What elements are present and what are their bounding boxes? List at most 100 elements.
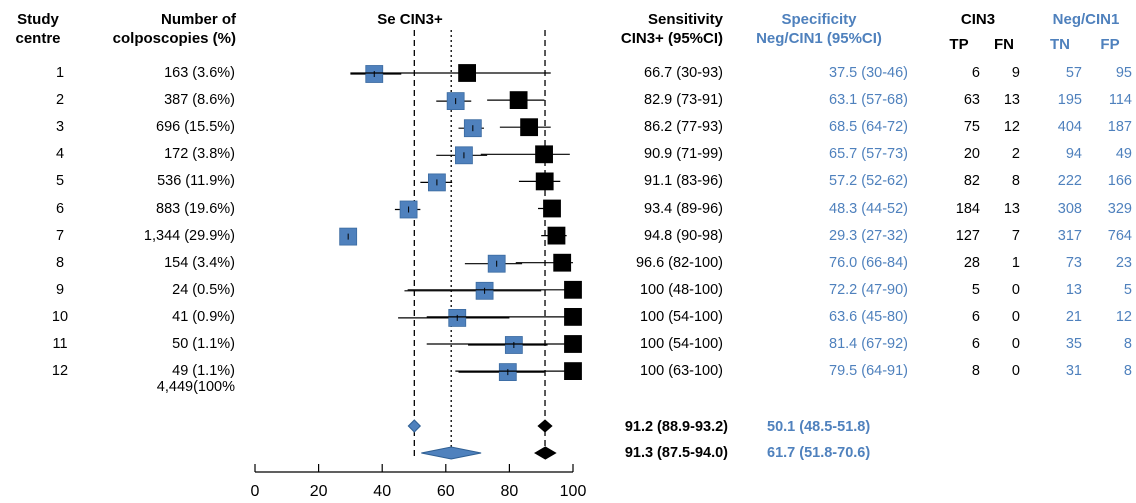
cell-colpo: 41 (0.9%) <box>172 308 235 325</box>
header-fn: FN <box>994 36 1014 53</box>
cell-fp: 329 <box>1107 200 1132 217</box>
cell-centre: 6 <box>55 200 65 217</box>
x-tick-label: 60 <box>437 483 455 500</box>
cell-spec: 63.1 (57-68) <box>829 92 908 109</box>
cell-tp: 6 <box>971 308 980 325</box>
cell-tp: 8 <box>971 363 980 380</box>
sensitivity-pooled-diamond <box>537 419 553 433</box>
cell-sens: 93.4 (89-96) <box>644 200 723 217</box>
header-specificity-line2: Neg/CIN1 (95%CI) <box>756 30 882 47</box>
cell-fp: 5 <box>1123 281 1132 298</box>
cell-centre: 11 <box>52 336 68 352</box>
cell-fp: 187 <box>1107 119 1132 136</box>
cell-fp: 764 <box>1107 227 1132 244</box>
cell-tp: 63 <box>963 92 980 109</box>
cell-sens: 96.6 (82-100) <box>635 254 723 271</box>
cell-tn: 94 <box>1065 146 1082 163</box>
cell-tp: 6 <box>971 336 980 352</box>
cell-sens: 100 (48-100) <box>639 281 723 298</box>
header-tp: TP <box>949 36 969 53</box>
cell-colpo: 154 (3.4%) <box>164 254 235 271</box>
cell-fp: 8 <box>1123 336 1132 352</box>
cell-spec: 37.5 (30-46) <box>829 65 908 81</box>
header-study-centre-line1: Study <box>17 11 59 28</box>
header-colposcopies-line1: Number of <box>161 11 236 28</box>
cell-centre: 4 <box>55 146 65 163</box>
plot-title: Se CIN3+ <box>377 11 443 28</box>
cell-fn: 8 <box>1011 173 1020 190</box>
cell-fn: 0 <box>1011 363 1020 380</box>
sensitivity-pooled-diamond <box>534 446 557 460</box>
header-study-centre-line2: centre <box>15 30 61 47</box>
cell-fn: 1 <box>1011 254 1020 271</box>
cell-fn: 0 <box>1011 281 1020 298</box>
cell-fp: 23 <box>1115 254 1132 271</box>
cell-fn: 9 <box>1011 65 1020 81</box>
cell-tp: 184 <box>955 200 980 217</box>
header-specificity-line1: Specificity <box>781 11 857 28</box>
pooled-sens-2: 91.3 (87.5-94.0) <box>624 445 728 461</box>
cell-colpo: 50 (1.1%) <box>172 336 235 352</box>
cell-spec: 68.5 (64-72) <box>829 119 908 136</box>
cell-centre: 12 <box>51 363 69 380</box>
cell-fp: 95 <box>1115 65 1132 81</box>
cell-spec: 65.7 (57-73) <box>829 146 908 163</box>
cell-centre: 8 <box>55 254 65 271</box>
header-sensitivity: Sensitivity CIN3+ (95%CI) <box>560 10 723 48</box>
cell-sens: 100 (54-100) <box>639 308 723 325</box>
cell-colpo: 696 (15.5%) <box>156 119 235 136</box>
specificity-pooled-diamond <box>407 419 422 433</box>
cell-spec: 81.4 (67-92) <box>829 336 908 352</box>
x-tick-label: 80 <box>501 483 519 500</box>
cell-sens: 100 (63-100) <box>639 363 723 380</box>
header-tn: TN <box>1050 36 1070 53</box>
cell-fp: 166 <box>1107 173 1132 190</box>
cell-colpo: 24 (0.5%) <box>172 281 235 298</box>
cell-centre: 10 <box>51 308 69 325</box>
cell-colpo: 1,344 (29.9%) <box>143 227 235 244</box>
x-tick-label: 20 <box>310 483 328 500</box>
header-colposcopies: Number of colposcopies (%) <box>60 10 236 48</box>
header-study-centre: Study centre <box>0 10 76 48</box>
cell-sens: 94.8 (90-98) <box>644 227 723 244</box>
cell-fn: 0 <box>1011 308 1020 325</box>
cell-colpo: 387 (8.6%) <box>164 92 235 109</box>
cell-tn: 73 <box>1065 254 1082 271</box>
cell-fp: 114 <box>1108 92 1132 109</box>
header-neg-cin1: Neg/CIN1 <box>1052 11 1120 28</box>
cell-sens: 82.9 (73-91) <box>644 92 723 109</box>
cell-colpo: 883 (19.6%) <box>156 200 235 217</box>
cell-spec: 79.5 (64-91) <box>829 363 908 380</box>
cell-fp: 8 <box>1123 363 1132 380</box>
cell-centre: 1 <box>55 65 65 81</box>
cell-tp: 75 <box>963 119 980 136</box>
cell-sens: 90.9 (71-99) <box>644 146 723 163</box>
cell-centre: 2 <box>55 92 65 109</box>
header-sensitivity-line1: Sensitivity <box>647 11 723 28</box>
cell-spec: 29.3 (27-32) <box>829 227 908 244</box>
header-fp: FP <box>1100 36 1120 53</box>
cell-sens: 66.7 (30-93) <box>644 65 723 81</box>
cell-centre: 3 <box>55 119 65 136</box>
cell-fn: 13 <box>1003 200 1020 217</box>
header-colposcopies-line2: colposcopies (%) <box>112 30 236 47</box>
cell-tn: 222 <box>1057 173 1082 190</box>
cell-centre: 9 <box>55 281 65 298</box>
cell-tn: 195 <box>1057 92 1082 109</box>
cell-spec: 76.0 (66-84) <box>829 254 908 271</box>
cell-tn: 31 <box>1065 363 1082 380</box>
cell-tn: 308 <box>1057 200 1082 217</box>
cell-spec: 57.2 (52-62) <box>829 173 908 190</box>
header-specificity: Specificity Neg/CIN1 (95%CI) <box>733 10 905 48</box>
x-tick-label: 0 <box>251 483 260 500</box>
cell-tp: 6 <box>971 65 980 81</box>
cell-fn: 12 <box>1003 119 1020 136</box>
cell-fn: 7 <box>1011 227 1020 244</box>
cell-colpo: 536 (11.9%) <box>157 173 235 190</box>
cell-spec: 72.2 (47-90) <box>829 281 908 298</box>
pooled-spec-1: 50.1 (48.5-51.8) <box>767 419 871 435</box>
pooled-spec-2: 61.7 (51.8-70.6) <box>767 445 871 461</box>
cell-fn: 2 <box>1011 146 1020 163</box>
x-tick-label: 40 <box>373 483 391 500</box>
